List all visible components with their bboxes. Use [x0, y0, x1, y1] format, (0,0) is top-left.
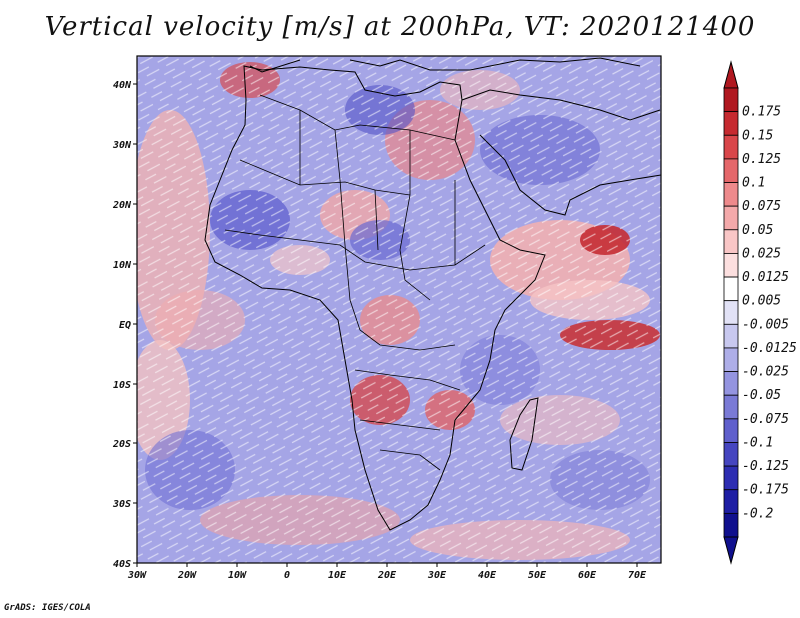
y-tick-label: 20S: [112, 439, 131, 450]
colorbar-swatch: [723, 229, 739, 254]
y-axis: 40N 30N 20N 10N EQ 10S 20S 30S 40S: [112, 80, 137, 570]
x-tick-label: 70E: [628, 570, 647, 581]
x-tick-label: 50E: [528, 570, 547, 581]
colorbar-label: -0.175: [742, 483, 789, 498]
europe-coastline: [249, 57, 641, 73]
arabia-coastline: [461, 89, 661, 216]
colorbar-swatch: [723, 253, 739, 278]
colorbar-label: 0.05: [742, 223, 773, 238]
colorbar-label: 0.15: [742, 128, 773, 143]
colorbar-swatch: [723, 394, 739, 420]
colorbar-swatch: [723, 323, 739, 349]
x-tick-label: 20E: [377, 570, 397, 581]
colorbar-swatch: [723, 134, 739, 160]
colorbar-swatch: [723, 442, 739, 467]
x-axis: 30W 20W 10W 0 10E 20E 30E 40E 50E 60E 70…: [127, 563, 647, 581]
colorbar-label: -0.075: [742, 412, 789, 427]
colorbar-label: -0.1: [742, 435, 773, 450]
grads-credit: GrADS: IGES/COLA: [4, 603, 91, 613]
colorbar-swatch: [723, 347, 739, 372]
colorbar-top-arrow: [723, 60, 739, 89]
x-tick-label: 40E: [478, 570, 497, 581]
x-tick-label: 10E: [328, 570, 347, 581]
field-texture: [137, 56, 661, 563]
colorbar-label: 0.025: [742, 246, 781, 261]
colorbar-label: 0.1: [742, 176, 765, 191]
coastlines: [204, 57, 661, 531]
colorbar-label: -0.025: [742, 365, 789, 380]
colorbar-swatch: [723, 371, 739, 396]
colorbar-label: 0.075: [742, 199, 781, 214]
colorbar-swatch: [723, 111, 739, 136]
colorbar: 0.175 0.15 0.125 0.1 0.075 0.05 0.025 0.0125 0.0…: [723, 60, 797, 565]
x-tick-label: 30E: [427, 570, 447, 581]
country-borders: [224, 94, 486, 471]
y-tick-label: 40N: [113, 80, 132, 91]
x-tick-label: 10W: [228, 570, 247, 581]
colorbar-swatch: [723, 158, 739, 183]
colorbar-label: -0.05: [742, 388, 781, 403]
colorbar-swatch: [723, 276, 739, 302]
madagascar-coastline: [509, 397, 539, 471]
colorbar-swatch: [723, 205, 739, 231]
colorbar-swatch: [723, 512, 739, 538]
colorbar-label: 0.0125: [742, 270, 789, 285]
colorbar-bottom-arrow: [723, 536, 739, 565]
y-tick-label: 10N: [113, 260, 132, 271]
colorbar-swatch: [723, 489, 739, 514]
colorbar-label: 0.125: [742, 152, 781, 167]
africa-coastline: [204, 65, 546, 531]
colorbar-label: -0.125: [742, 459, 789, 474]
colorbar-label: -0.005: [742, 317, 789, 332]
colorbar-swatch: [723, 418, 739, 443]
y-tick-label: 30N: [112, 140, 132, 151]
colorbar-label: -0.0125: [742, 341, 797, 356]
y-tick-label: 30S: [112, 499, 131, 510]
colorbar-swatch: [723, 87, 739, 113]
y-tick-label: 20N: [112, 200, 132, 211]
colorbar-label: -0.2: [742, 506, 773, 521]
colorbar-swatch: [723, 465, 739, 491]
plot-frame: [136, 55, 662, 564]
x-tick-label: 60E: [578, 570, 597, 581]
x-tick-label: 30W: [127, 570, 147, 581]
map-title: Vertical velocity [m/s] at 200hPa, VT: 2…: [44, 12, 756, 42]
colorbar-swatch: [723, 182, 739, 207]
plot-area: [137, 56, 661, 563]
y-tick-label: 40S: [113, 559, 131, 570]
colorbar-label: 0.005: [742, 294, 781, 309]
y-tick-label: 10S: [113, 380, 131, 391]
x-tick-label: 20W: [177, 570, 197, 581]
y-tick-label: EQ: [119, 320, 131, 331]
colorbar-swatch: [723, 300, 739, 325]
colorbar-label: 0.175: [742, 105, 781, 120]
x-tick-label: 0: [284, 570, 290, 581]
